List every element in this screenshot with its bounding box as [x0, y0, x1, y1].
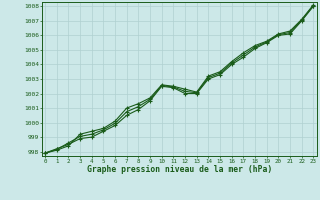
X-axis label: Graphe pression niveau de la mer (hPa): Graphe pression niveau de la mer (hPa)	[87, 165, 272, 174]
